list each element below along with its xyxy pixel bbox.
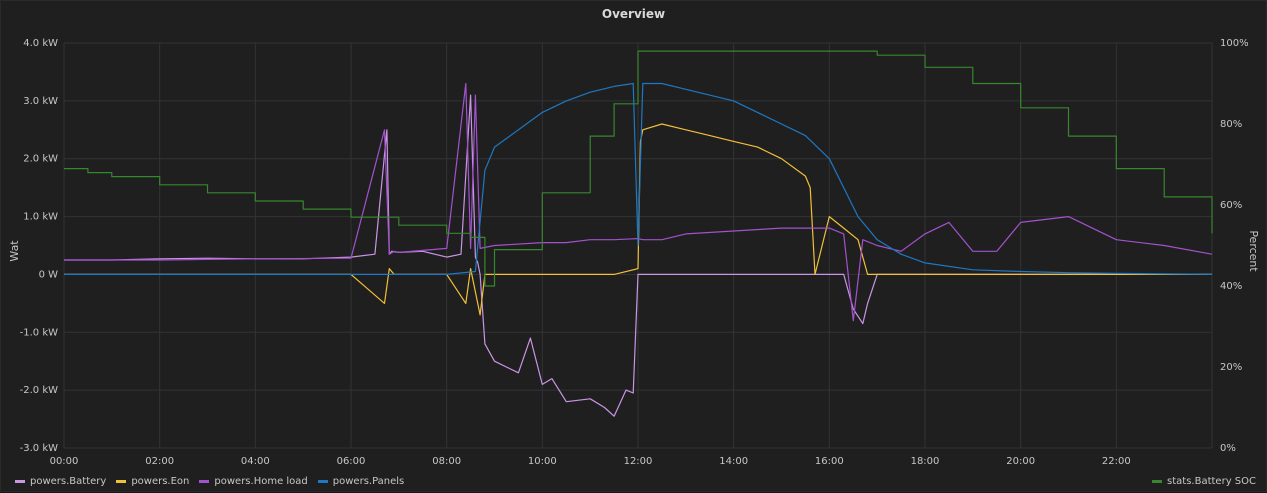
legend-label: powers.Panels bbox=[332, 476, 405, 487]
series-line-stats-battery-soc bbox=[64, 50, 1213, 287]
series-line-powers-home-load bbox=[64, 82, 1213, 322]
legend-item[interactable]: powers.Home load bbox=[199, 476, 308, 487]
y-tick-left: 2.0 kW bbox=[23, 154, 58, 165]
legend-swatch bbox=[1152, 480, 1163, 483]
y-tick-right: 20% bbox=[1220, 362, 1242, 373]
legend-swatch bbox=[199, 480, 210, 483]
grid-lines bbox=[63, 42, 1213, 449]
x-tick: 20:00 bbox=[1006, 456, 1035, 467]
legend-item[interactable]: powers.Battery bbox=[15, 476, 106, 487]
x-tick: 04:00 bbox=[241, 456, 270, 467]
y-axis-right-title: Percent bbox=[1247, 230, 1260, 272]
legend-label: powers.Home load bbox=[214, 476, 308, 487]
y-tick-left: -1.0 kW bbox=[20, 327, 58, 338]
legend-swatch bbox=[15, 480, 25, 483]
series-line-powers-panels bbox=[64, 82, 1213, 275]
x-tick: 02:00 bbox=[145, 456, 174, 467]
x-tick: 08:00 bbox=[432, 456, 461, 467]
legend-label: powers.Battery bbox=[30, 476, 107, 487]
y-axis-left: 4.0 kW 3.0 kW 2.0 kW 1.0 kW 0 W -1.0 kW -2.0 k… bbox=[20, 38, 58, 454]
legend: powers.Battery powers.Eon powers.Home load… bbox=[15, 476, 404, 487]
legend-label: powers.Eon bbox=[131, 476, 190, 487]
y-tick-left: 0 W bbox=[39, 269, 59, 280]
y-tick-left: 3.0 kW bbox=[23, 96, 58, 107]
x-tick: 22:00 bbox=[1102, 456, 1131, 467]
y-tick-right: 40% bbox=[1220, 281, 1242, 292]
y-tick-left: 1.0 kW bbox=[23, 212, 58, 223]
y-axis-right: 100% 80% 60% 40% 20% 0% bbox=[1220, 38, 1249, 454]
y-tick-right: 60% bbox=[1220, 200, 1242, 211]
legend-swatch bbox=[116, 480, 127, 483]
y-tick-right: 100% bbox=[1220, 38, 1249, 49]
x-tick: 14:00 bbox=[719, 456, 748, 467]
y-tick-right: 0% bbox=[1220, 443, 1236, 454]
y-tick-left: 4.0 kW bbox=[23, 38, 58, 49]
x-tick: 16:00 bbox=[815, 456, 844, 467]
y-tick-left: -2.0 kW bbox=[20, 385, 58, 396]
legend-right: stats.Battery SOC bbox=[1152, 476, 1256, 487]
y-axis-left-title: Wat bbox=[8, 240, 21, 262]
x-tick: 10:00 bbox=[528, 456, 557, 467]
panel-title: Overview bbox=[601, 7, 666, 21]
x-axis: 00:00 02:00 04:00 06:00 08:00 10:00 12:00 14:00… bbox=[50, 456, 1131, 467]
legend-label: stats.Battery SOC bbox=[1167, 476, 1256, 487]
x-tick: 12:00 bbox=[624, 456, 653, 467]
legend-item[interactable]: powers.Eon bbox=[116, 476, 189, 487]
y-tick-right: 80% bbox=[1220, 119, 1242, 130]
legend-item[interactable]: stats.Battery SOC bbox=[1152, 476, 1256, 487]
legend-swatch bbox=[317, 480, 328, 483]
x-tick: 18:00 bbox=[911, 456, 940, 467]
x-tick: 06:00 bbox=[337, 456, 366, 467]
y-tick-left: -3.0 kW bbox=[20, 443, 58, 454]
legend-item[interactable]: powers.Panels bbox=[317, 476, 405, 487]
series-layer bbox=[64, 50, 1213, 417]
x-tick: 00:00 bbox=[50, 456, 79, 467]
